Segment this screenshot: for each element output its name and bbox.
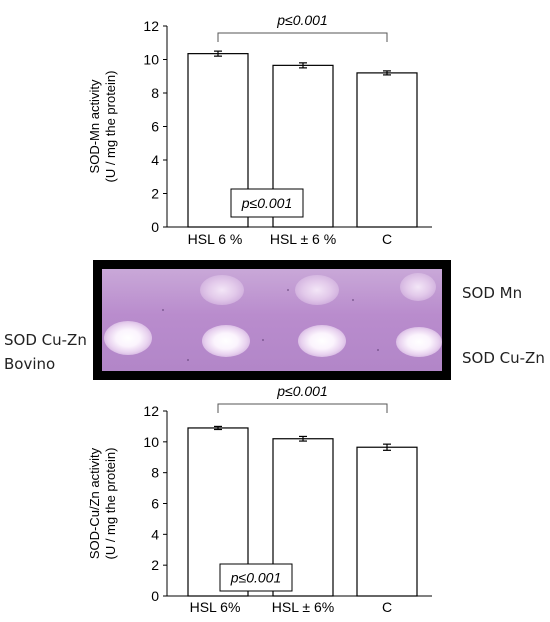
gel-right-label-cuzn: SOD Cu-Zn xyxy=(462,349,545,367)
y-tick-label: 6 xyxy=(151,496,159,512)
y-tick-label: 0 xyxy=(151,219,159,235)
bar xyxy=(356,446,418,597)
y-tick-label: 12 xyxy=(143,403,159,419)
gel-speck xyxy=(262,339,264,341)
significance-bracket xyxy=(217,403,388,413)
y-axis-label-line1: SOD-Cu/Zn activity xyxy=(87,447,102,559)
significance-label: p≤0.001 xyxy=(276,383,328,399)
gel-speck xyxy=(162,309,164,311)
band-lane3-cuzn xyxy=(298,325,346,357)
annotation-box xyxy=(219,563,293,592)
band-bovine-cuzn xyxy=(104,321,152,355)
annotation-box xyxy=(230,188,304,218)
significance-label: p≤0.001 xyxy=(276,12,328,28)
annotation-box-label: p≤0.001 xyxy=(241,195,293,211)
y-tick-label: 10 xyxy=(143,434,159,450)
y-axis-label-line2: (U / mg the protein) xyxy=(103,448,118,560)
y-tick-label: 12 xyxy=(143,18,159,34)
y-tick-label: 6 xyxy=(151,119,159,135)
gel-image xyxy=(93,260,451,380)
gel-speck xyxy=(287,289,289,291)
bar xyxy=(356,72,418,228)
gel-speck xyxy=(377,349,379,351)
gel-left-label-line1: SOD Cu-Zn xyxy=(4,331,87,349)
y-tick-label: 8 xyxy=(151,465,159,481)
band-lane4-mn xyxy=(400,273,436,301)
category-label: HSL ± 6 % xyxy=(270,231,336,247)
category-label: C xyxy=(382,599,392,615)
band-lane2-cuzn xyxy=(202,325,250,357)
band-lane4-cuzn xyxy=(396,327,442,357)
y-tick-label: 2 xyxy=(151,186,159,202)
y-axis-label-line1: SOD-Mn activity xyxy=(87,79,102,173)
y-tick-label: 10 xyxy=(143,52,159,68)
significance-bracket xyxy=(217,32,388,42)
gel-right-label-mn: SOD Mn xyxy=(462,284,523,302)
annotation-box-label: p≤0.001 xyxy=(230,570,282,586)
category-label: HSL ± 6% xyxy=(272,599,334,615)
category-label: HSL 6 % xyxy=(188,231,243,247)
gel-speck xyxy=(352,299,354,301)
y-tick-label: 2 xyxy=(151,557,159,573)
chart-sod-cuzn: 0 2 4 6 8 10 12 SOD-Cu/Zn activity (U / mg the p… xyxy=(87,383,432,615)
band-lane2-mn xyxy=(200,275,244,305)
category-label: C xyxy=(382,231,392,247)
y-axis-label-line2: (U / mg the protein) xyxy=(103,71,118,183)
gel-lanes xyxy=(102,269,442,371)
y-tick-label: 0 xyxy=(151,588,159,604)
y-tick-label: 8 xyxy=(151,85,159,101)
gel-left-label: SOD Cu-Zn Bovino xyxy=(4,328,87,376)
gel-left-label-line2: Bovino xyxy=(4,355,56,373)
y-tick-label: 4 xyxy=(151,526,159,542)
gel-speck xyxy=(187,359,189,361)
chart-sod-mn: 0 2 4 6 8 10 12 SOD-Mn activity (U / mg the prot… xyxy=(87,12,432,247)
category-label: HSL 6% xyxy=(190,599,241,615)
band-lane3-mn xyxy=(295,275,339,305)
y-tick-label: 4 xyxy=(151,152,159,168)
